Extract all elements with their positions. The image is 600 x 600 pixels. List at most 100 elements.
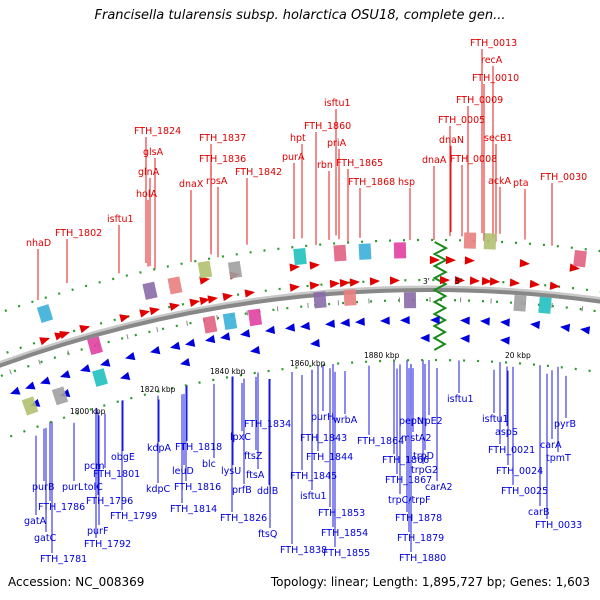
reverse-gene-label: lysU (221, 466, 241, 477)
forward-gene-arrow (149, 307, 160, 316)
reverse-gene-label: FTH_1781 (40, 554, 87, 565)
reverse-gene-arrow (380, 316, 390, 325)
reverse-gene-arrow (285, 323, 296, 332)
tick-mark (276, 306, 279, 312)
forward-gene-label: rpsA (206, 176, 228, 187)
feature-block (313, 291, 327, 309)
feature-block (247, 308, 263, 327)
forward-gene-label: FTH_0005 (438, 115, 485, 126)
feature-block (92, 368, 108, 387)
forward-gene-arrow (389, 276, 400, 285)
reverse-gene-arrow (460, 334, 470, 343)
reverse-gene-arrow (500, 318, 510, 327)
reverse-gene-arrow (100, 358, 111, 367)
reverse-gene-label: leuD (172, 466, 194, 477)
reverse-gene-arrow (480, 317, 490, 326)
tick-label: 1860 kbp (290, 359, 326, 368)
forward-gene-arrow (439, 275, 450, 285)
reverse-gene-arrow (530, 320, 540, 330)
reverse-gene-label: trpD (413, 451, 434, 462)
forward-gene-arrow (169, 302, 180, 311)
forward-gene-arrow (309, 261, 320, 270)
tick-mark (67, 350, 70, 356)
reverse-gene-label: kdpC (146, 484, 171, 495)
reverse-gene-label: ftsA (246, 470, 265, 481)
forward-gene-label: FTH_0009 (456, 95, 503, 106)
feature-block (573, 250, 587, 268)
forward-gene-arrow (469, 276, 480, 285)
reverse-gene-arrow (10, 386, 21, 395)
reverse-gene-label: FTH_1855 (323, 548, 370, 559)
forward-gene-arrow (445, 255, 456, 265)
forward-gene-label: FTH_1842 (235, 167, 282, 178)
forward-gene-label: glnA (138, 167, 160, 178)
feature-block (393, 242, 407, 259)
feature-block (197, 260, 213, 279)
reverse-gene-arrow (580, 326, 591, 335)
reverse-gene-label: pepN (399, 416, 424, 427)
reverse-gene-arrow (300, 321, 311, 331)
reverse-gene-label: purL (62, 482, 84, 493)
feature-block (343, 289, 357, 306)
reverse-gene-arrow (120, 371, 131, 380)
reverse-gene-label: FTH_1879 (397, 533, 444, 544)
reverse-gene-label: FTH_1834 (244, 419, 291, 430)
tick-mark (186, 320, 189, 326)
origin-label-5prime: 5' (455, 277, 462, 286)
forward-gene-arrow (119, 314, 130, 323)
tick-labels: 3' 5' 1800 kbp 1820 kbp 1840 kbp 1860 kbp 1880… (70, 277, 531, 416)
reverse-gene-label: FTH_1816 (174, 482, 221, 493)
feature-block (358, 243, 372, 260)
forward-gene-arrow (207, 295, 218, 304)
reverse-gene-arrow (340, 318, 350, 327)
reverse-gene-arrow (150, 346, 161, 355)
reverse-gene-label: FTH_1786 (38, 502, 85, 513)
feature-block (21, 396, 39, 416)
forward-gene-label: ackA (488, 176, 512, 187)
reverse-gene-label: FTH_0033 (535, 520, 582, 531)
forward-gene-arrow (222, 292, 233, 302)
forward-gene-label: FTH_0030 (540, 172, 587, 183)
forward-gene-arrow (349, 278, 360, 287)
reverse-gene-label: FTH_1814 (170, 504, 217, 515)
forward-gene-label: pta (513, 178, 529, 189)
forward-gene-arrow (199, 276, 210, 285)
forward-gene-label: dnaX (179, 179, 204, 190)
reverse-gene-label: FTH_1880 (399, 553, 446, 564)
feature-block (222, 312, 238, 331)
reverse-gene-label: isftu1 (300, 491, 327, 502)
reverse-gene-label: carA (540, 440, 562, 451)
forward-gene-label: FTH_1865 (336, 158, 383, 169)
reverse-gene-label: FTH_1838 (280, 545, 327, 556)
reverse-gene-arrow (265, 325, 276, 335)
tick-label: 1820 kbp (140, 385, 176, 394)
reverse-gene-label: trpG2 (411, 465, 438, 476)
reverse-gene-arrow (25, 381, 36, 390)
tick-label: 1880 kbp (364, 351, 400, 360)
reverse-gene-label: FTH_1845 (290, 471, 337, 482)
reverse-gene-label: tpmT (546, 453, 571, 464)
forward-gene-arrow (79, 325, 90, 334)
reverse-gene-arrow (220, 332, 231, 341)
forward-gene-label: FTH_1836 (199, 154, 246, 165)
reverse-gene-label: isftu1 (482, 414, 509, 425)
reverse-gene-arrow (325, 319, 335, 328)
feature-block (87, 336, 103, 356)
origin-marker (432, 241, 449, 351)
accession-text: Accession: NC_008369 (8, 575, 145, 589)
reverse-gene-label: gatA (24, 516, 47, 527)
forward-gene-arrow (199, 296, 210, 306)
reverse-gene-label: trpC/trpF (388, 495, 431, 506)
reverse-gene-label: ddlB (257, 486, 278, 497)
forward-gene-label: FTH_1860 (304, 121, 351, 132)
forward-gene-arrow (569, 263, 580, 272)
forward-gene-label: priA (327, 138, 347, 149)
reverse-gene-label: FTH_1853 (318, 508, 365, 519)
gene-labels: FTH_0013 recA FTH_0010 FTH_0009 FTH_0005 secB… (24, 38, 587, 565)
genome-ring (0, 238, 600, 442)
reverse-gene-arrow (60, 370, 71, 379)
feature-block (403, 292, 417, 309)
forward-gene-arrow (39, 337, 50, 346)
forward-gene-label: dnaA (422, 155, 447, 166)
